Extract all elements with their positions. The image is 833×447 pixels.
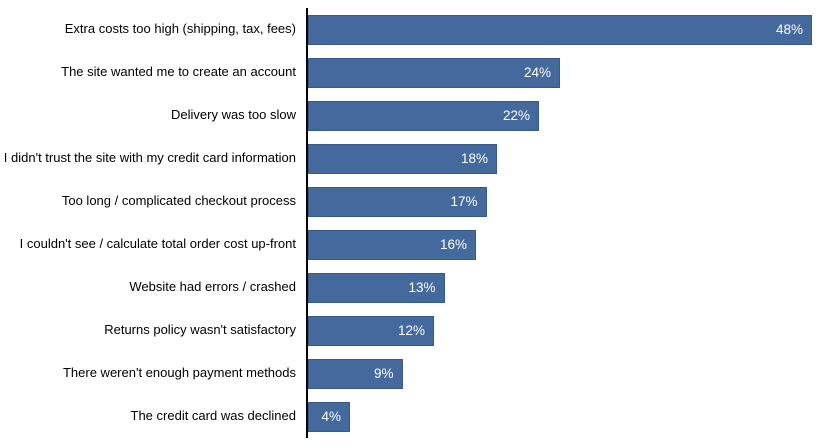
category-label: Too long / complicated checkout process — [61, 193, 296, 209]
chart-rows: Extra costs too high (shipping, tax, fee… — [0, 8, 833, 438]
chart-row: Website had errors / crashed 13% — [0, 266, 833, 309]
bar: 48% — [308, 14, 812, 45]
category-label: Returns policy wasn't satisfactory — [104, 322, 296, 338]
bar-area: 48% — [308, 14, 833, 45]
bar-area: 17% — [308, 186, 833, 217]
bar-area: 24% — [308, 57, 833, 88]
bar: 18% — [308, 143, 497, 174]
bar: 4% — [308, 401, 350, 432]
bar: 13% — [308, 272, 445, 303]
bar: 17% — [308, 186, 487, 217]
y-axis-line — [306, 8, 308, 438]
category-label: Extra costs too high (shipping, tax, fee… — [64, 21, 296, 37]
value-label: 13% — [408, 280, 436, 295]
chart-row: I couldn't see / calculate total order c… — [0, 223, 833, 266]
category-label: I couldn't see / calculate total order c… — [19, 236, 296, 252]
bar: 12% — [308, 315, 434, 346]
category-label: Delivery was too slow — [171, 107, 296, 123]
bar-area: 16% — [308, 229, 833, 260]
value-label: 4% — [321, 409, 341, 424]
chart-row: Returns policy wasn't satisfactory 12% — [0, 309, 833, 352]
chart-row: I didn't trust the site with my credit c… — [0, 137, 833, 180]
bar-area: 12% — [308, 315, 833, 346]
value-label: 16% — [439, 237, 467, 252]
bar: 22% — [308, 100, 539, 131]
value-label: 22% — [502, 108, 530, 123]
bar-area: 9% — [308, 358, 833, 389]
value-label: 9% — [373, 366, 394, 381]
category-label: There weren't enough payment methods — [62, 365, 296, 381]
category-label: The credit card was declined — [130, 408, 296, 424]
chart-row: Too long / complicated checkout process … — [0, 180, 833, 223]
chart-row: There weren't enough payment methods 9% — [0, 352, 833, 395]
category-label: Website had errors / crashed — [129, 279, 296, 295]
bar: 24% — [308, 57, 560, 88]
chart-row: Extra costs too high (shipping, tax, fee… — [0, 8, 833, 51]
value-label: 18% — [460, 151, 488, 166]
bar-area: 13% — [308, 272, 833, 303]
value-label: 24% — [523, 65, 551, 80]
value-label: 48% — [775, 22, 803, 37]
category-label: The site wanted me to create an account — [61, 64, 296, 80]
bar-area: 22% — [308, 100, 833, 131]
category-label: I didn't trust the site with my credit c… — [3, 150, 296, 166]
value-label: 17% — [450, 194, 478, 209]
bar-area: 18% — [308, 143, 833, 174]
bar: 16% — [308, 229, 476, 260]
chart-row: The site wanted me to create an account … — [0, 51, 833, 94]
bar: 9% — [308, 358, 403, 389]
bar-area: 4% — [308, 401, 833, 432]
chart-row: Delivery was too slow 22% — [0, 94, 833, 137]
value-label: 12% — [397, 323, 425, 338]
chart-row: The credit card was declined 4% — [0, 395, 833, 438]
